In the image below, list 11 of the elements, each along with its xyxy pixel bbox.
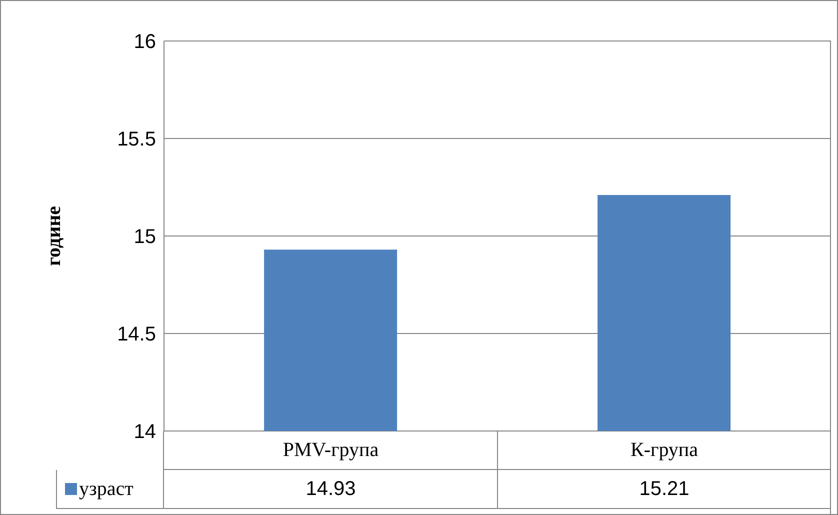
data-label: 15.21 (496, 470, 831, 509)
y-tick-label: 16 (134, 31, 156, 54)
y-axis-title: године (43, 206, 66, 266)
x-tick-label: PMV-група (163, 431, 498, 470)
y-tick-label: 14 (134, 421, 156, 444)
legend-label: узраст (79, 478, 134, 500)
y-tick-label: 15 (134, 226, 156, 248)
y-tick-label: 14.5 (117, 324, 156, 346)
data-label: 14.93 (163, 470, 498, 509)
y-tick-label: 15.5 (117, 128, 156, 151)
x-tick-label: К-група (496, 431, 831, 470)
